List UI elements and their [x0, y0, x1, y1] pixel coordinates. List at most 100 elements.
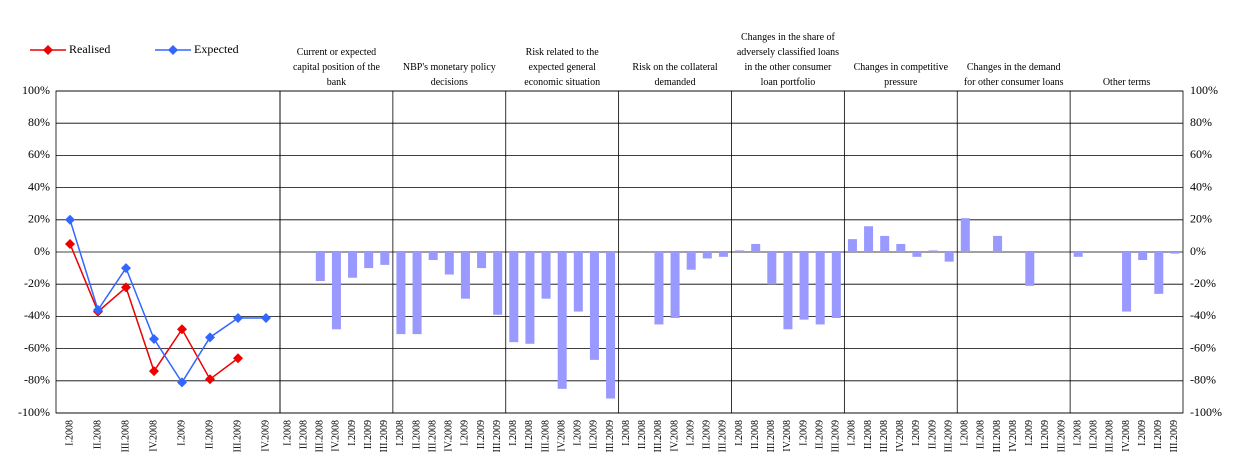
bar [331, 252, 341, 330]
bar [654, 252, 664, 325]
point-marker [233, 313, 243, 324]
point-marker [65, 238, 75, 249]
x-tick-label: I.2009 [911, 420, 922, 446]
x-tick-label: II.2008 [524, 420, 535, 449]
x-tick-label: I.2008 [1072, 420, 1083, 446]
bar [573, 252, 583, 312]
x-tick-label: II.2008 [863, 420, 874, 449]
bar [718, 252, 728, 257]
x-tick-label: IV.2008 [444, 420, 455, 452]
x-tick-label: I.2009 [1137, 420, 1148, 446]
x-tick-label: I.2009 [685, 420, 696, 446]
y-tick-label: 60% [1190, 147, 1212, 161]
bar [606, 252, 616, 399]
x-tick-label: III.2009 [379, 420, 390, 453]
bar [589, 252, 599, 360]
x-tick-label: III.2009 [1056, 420, 1067, 453]
bar [735, 250, 745, 252]
bar [864, 226, 874, 252]
x-tick-label: III.2008 [879, 420, 890, 453]
x-tick-label: III.2008 [1105, 420, 1116, 453]
x-tick-label: IV.2008 [1121, 420, 1132, 452]
bar [912, 252, 922, 257]
x-tick-label: I.2008 [847, 420, 858, 446]
bar [686, 252, 696, 270]
x-tick-label: II.2009 [814, 420, 825, 449]
panel-title: Other terms [1102, 77, 1151, 88]
y-tick-label: -60% [24, 340, 50, 354]
x-tick-label: I.2008 [395, 420, 406, 446]
x-tick-label: IV.2009 [260, 420, 271, 452]
x-tick-label: III.2008 [992, 420, 1003, 453]
x-tick-label: III.2008 [540, 420, 551, 453]
bar [815, 252, 825, 325]
x-tick-label: II.2008 [976, 420, 987, 449]
x-tick-label: III.2008 [653, 420, 664, 453]
bar [831, 252, 841, 319]
y-tick-label: -40% [24, 308, 50, 322]
x-tick-label: II.2008 [750, 420, 761, 449]
point-marker [65, 214, 75, 225]
point-marker [121, 282, 131, 293]
x-tick-label: II.2009 [702, 420, 713, 449]
x-tick-label: III.2008 [120, 420, 131, 453]
x-tick-label: III.2009 [232, 420, 243, 453]
x-tick-label: IV.2008 [148, 420, 159, 452]
x-tick-label: I.2009 [347, 420, 358, 446]
x-tick-label: IV.2008 [782, 420, 793, 452]
x-tick-label: II.2008 [411, 420, 422, 449]
y-tick-label: 100% [22, 83, 50, 97]
x-tick-label: I.2009 [573, 420, 584, 446]
bar [1025, 252, 1035, 286]
x-tick-label: I.2009 [460, 420, 471, 446]
bar [670, 252, 680, 319]
x-tick-label: I.2009 [176, 420, 187, 446]
point-marker [205, 332, 215, 343]
bar [460, 252, 470, 299]
point-marker [261, 313, 271, 324]
x-tick-label: III.2009 [943, 420, 954, 453]
bar [412, 252, 422, 335]
bar [767, 252, 777, 285]
x-tick-label: II.2009 [476, 420, 487, 449]
x-tick-label: III.2008 [766, 420, 777, 453]
y-tick-label: 20% [1190, 212, 1212, 226]
bar [783, 252, 793, 330]
x-tick-label: I.2008 [508, 420, 519, 446]
bar [880, 235, 890, 252]
x-tick-label: II.2009 [589, 420, 600, 449]
x-tick-label: IV.2008 [556, 420, 567, 452]
x-tick-label: I.2009 [798, 420, 809, 446]
point-marker [149, 333, 159, 344]
y-tick-label: 40% [28, 179, 50, 193]
x-tick-label: II.2009 [363, 420, 374, 449]
x-tick-label: IV.2008 [669, 420, 680, 452]
bar [525, 252, 535, 344]
bar [509, 252, 519, 343]
y-tick-label: -40% [1190, 308, 1216, 322]
bar [396, 252, 406, 335]
y-tick-label: 80% [1190, 115, 1212, 129]
legend-marker [168, 45, 178, 55]
panel-title: Risk related to the expected general eco… [524, 47, 601, 88]
x-tick-label: III.2008 [315, 420, 326, 453]
bar [993, 235, 1003, 252]
bar [1138, 252, 1148, 261]
bar [380, 252, 390, 265]
point-marker [233, 353, 243, 364]
bar [928, 250, 938, 252]
panel-title: Current or expected capital position of … [292, 47, 380, 88]
point-marker [205, 374, 215, 385]
x-tick-label: II.2008 [1089, 420, 1100, 449]
y-tick-label: 0% [1190, 244, 1206, 258]
x-tick-label: III.2008 [427, 420, 438, 453]
y-tick-label: -80% [24, 373, 50, 387]
x-tick-label: II.2008 [637, 420, 648, 449]
y-tick-label: -80% [1190, 373, 1216, 387]
legend-marker [43, 45, 53, 55]
x-tick-label: III.2009 [831, 420, 842, 453]
x-tick-label: I.2008 [64, 420, 75, 446]
y-tick-label: -20% [1190, 276, 1216, 290]
